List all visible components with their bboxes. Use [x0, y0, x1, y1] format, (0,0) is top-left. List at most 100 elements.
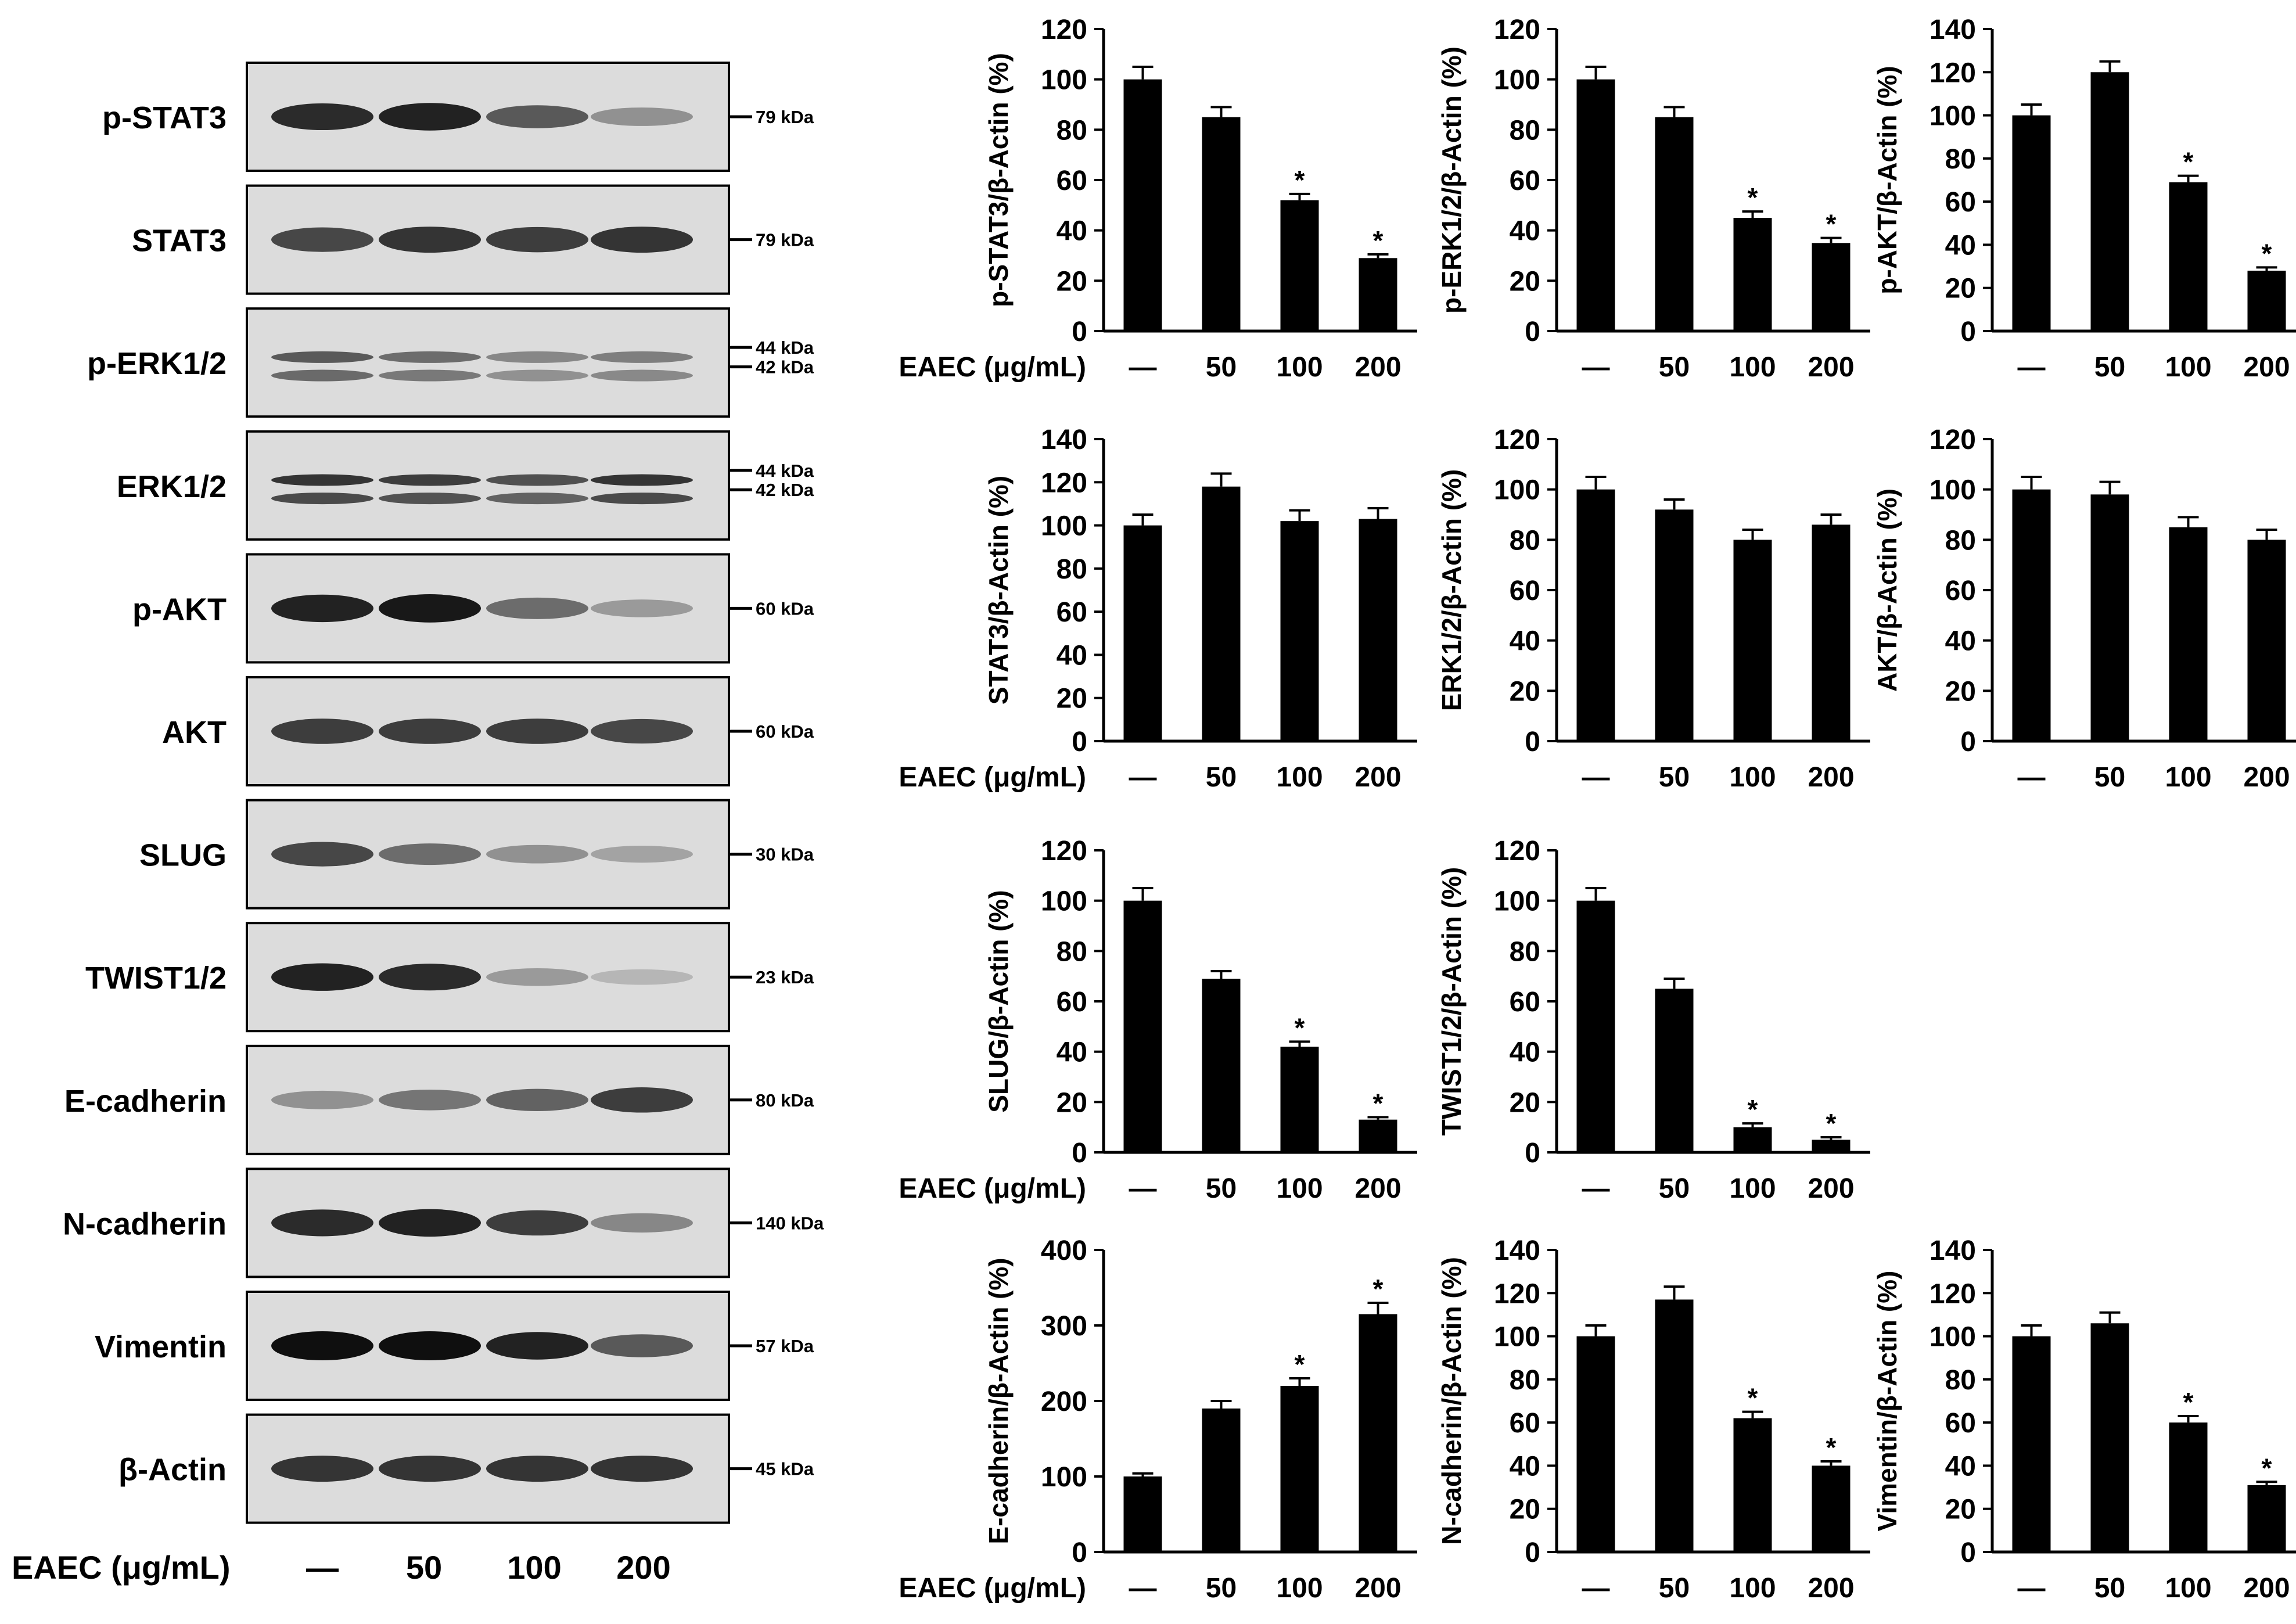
x-tick-label: 100	[2165, 762, 2211, 793]
blot-panel: N-cadherin 140 kDa	[63, 1167, 824, 1278]
blot-band	[379, 474, 481, 486]
blot-band	[486, 845, 588, 864]
blot-band	[486, 227, 588, 253]
y-tick-label: 40	[1057, 216, 1087, 247]
bar	[1280, 1386, 1319, 1552]
y-axis-label: Vimentin/β-Actin (%)	[1872, 1271, 1902, 1532]
blot-band	[591, 493, 693, 505]
blot-band	[486, 1332, 588, 1360]
y-tick-label: 20	[1510, 1087, 1540, 1118]
y-tick-label: 100	[1494, 475, 1540, 506]
blot-band	[271, 1456, 373, 1482]
y-tick-label: 80	[1510, 525, 1540, 556]
y-tick-label: 0	[1525, 727, 1540, 757]
x-tick-label: 100	[1276, 1573, 1323, 1604]
blot-treatment-label: EAEC (μg/mL)	[12, 1549, 230, 1586]
y-tick-label: 20	[1510, 266, 1540, 297]
blot-band	[591, 474, 693, 486]
significance-mark: *	[1826, 1432, 1837, 1463]
bar	[1202, 117, 1241, 331]
y-tick-label: 80	[1057, 115, 1087, 146]
blot-band	[271, 1090, 373, 1109]
y-tick-label: 0	[1525, 317, 1540, 347]
treatment-label: EAEC (μg/mL)	[899, 762, 1086, 793]
treatment-label: EAEC (μg/mL)	[899, 352, 1086, 383]
bar	[1733, 1127, 1772, 1152]
blot-condition-label: 50	[406, 1549, 442, 1586]
blot-band	[271, 963, 373, 991]
x-tick-label: —	[1582, 762, 1610, 793]
blot-band	[486, 351, 588, 363]
y-tick-label: 20	[1945, 1494, 1976, 1525]
y-tick-label: 120	[1494, 836, 1540, 867]
blot-band	[379, 493, 481, 505]
bar-chart: 0 20 40 60 80 100 120 AKT/β-Actin (%) — 50 100 200	[1872, 425, 2296, 793]
x-tick-label: 50	[1659, 352, 1690, 383]
x-tick-label: —	[1129, 1573, 1157, 1604]
y-axis-label: N-cadherin/β-Actin (%)	[1436, 1257, 1467, 1545]
kda-marker-label: 79 kDa	[756, 107, 814, 127]
y-axis-label: p-ERK1/2/β-Actin (%)	[1436, 46, 1467, 314]
x-tick-label: 200	[1354, 352, 1401, 383]
significance-mark: *	[1373, 225, 1384, 256]
y-tick-label: 100	[1494, 886, 1540, 917]
kda-marker-label: 42 kDa	[756, 480, 814, 500]
blot-condition-label: 200	[616, 1549, 670, 1586]
bar	[1202, 1409, 1241, 1552]
bar-chart: 0 20 40 60 80 100 120 140 p-AKT/β-Actin (%) — 50 * 1…	[1872, 15, 2296, 383]
x-tick-label: 50	[2094, 762, 2125, 793]
blot-band	[591, 718, 693, 744]
bar	[1812, 1140, 1851, 1152]
blot-panel: SLUG 30 kDa	[139, 799, 814, 910]
y-tick-label: 20	[1945, 274, 1976, 304]
y-tick-label: 120	[1929, 58, 1976, 88]
x-tick-label: 200	[1808, 1173, 1854, 1204]
x-tick-label: —	[1582, 1173, 1610, 1204]
blot-band	[591, 369, 693, 382]
blot-protein-label: STAT3	[132, 224, 227, 258]
blot-band	[486, 1210, 588, 1236]
y-tick-label: 60	[1057, 987, 1087, 1018]
blot-band	[591, 351, 693, 363]
blot-band	[271, 474, 373, 486]
blot-band	[271, 1209, 373, 1237]
y-tick-label: 200	[1041, 1386, 1087, 1417]
blot-band	[591, 1456, 693, 1482]
y-tick-label: 60	[1945, 187, 1976, 218]
x-tick-label: 50	[2094, 1573, 2125, 1604]
bar	[1359, 1314, 1397, 1552]
y-tick-label: 20	[1945, 676, 1976, 707]
blot-band	[379, 594, 481, 623]
x-tick-label: 50	[1206, 1173, 1237, 1204]
blot-protein-label: p-STAT3	[102, 100, 227, 135]
significance-mark: *	[2183, 1387, 2194, 1417]
blot-panel: β-Actin 45 kDa	[118, 1413, 814, 1524]
significance-mark: *	[1373, 1274, 1384, 1304]
bar	[2169, 182, 2208, 331]
x-tick-label: 50	[1206, 762, 1237, 793]
x-tick-label: 100	[1729, 352, 1776, 383]
y-tick-label: 100	[1929, 475, 1976, 506]
significance-mark: *	[1295, 1349, 1305, 1379]
bar	[2169, 1422, 2208, 1552]
x-tick-label: 200	[1808, 1573, 1854, 1604]
blot-band	[271, 369, 373, 382]
blot-band	[379, 103, 481, 131]
x-tick-label: 100	[1729, 1573, 1776, 1604]
y-axis-label: ERK1/2/β-Actin (%)	[1436, 469, 1467, 712]
y-tick-label: 100	[1494, 65, 1540, 96]
blot-band	[591, 107, 693, 126]
blot-panel: TWIST1/2 23 kDa	[85, 922, 814, 1033]
significance-mark: *	[1295, 1012, 1305, 1043]
blot-band	[271, 351, 373, 363]
x-tick-label: —	[2018, 1573, 2046, 1604]
blot-band	[271, 594, 373, 623]
blot-band	[591, 1087, 693, 1113]
blot-band	[486, 597, 588, 619]
x-tick-label: 200	[2243, 352, 2290, 383]
y-tick-label: 120	[1929, 1278, 1976, 1309]
bar	[2090, 494, 2129, 741]
bar	[2090, 72, 2129, 332]
blot-band	[379, 843, 481, 865]
